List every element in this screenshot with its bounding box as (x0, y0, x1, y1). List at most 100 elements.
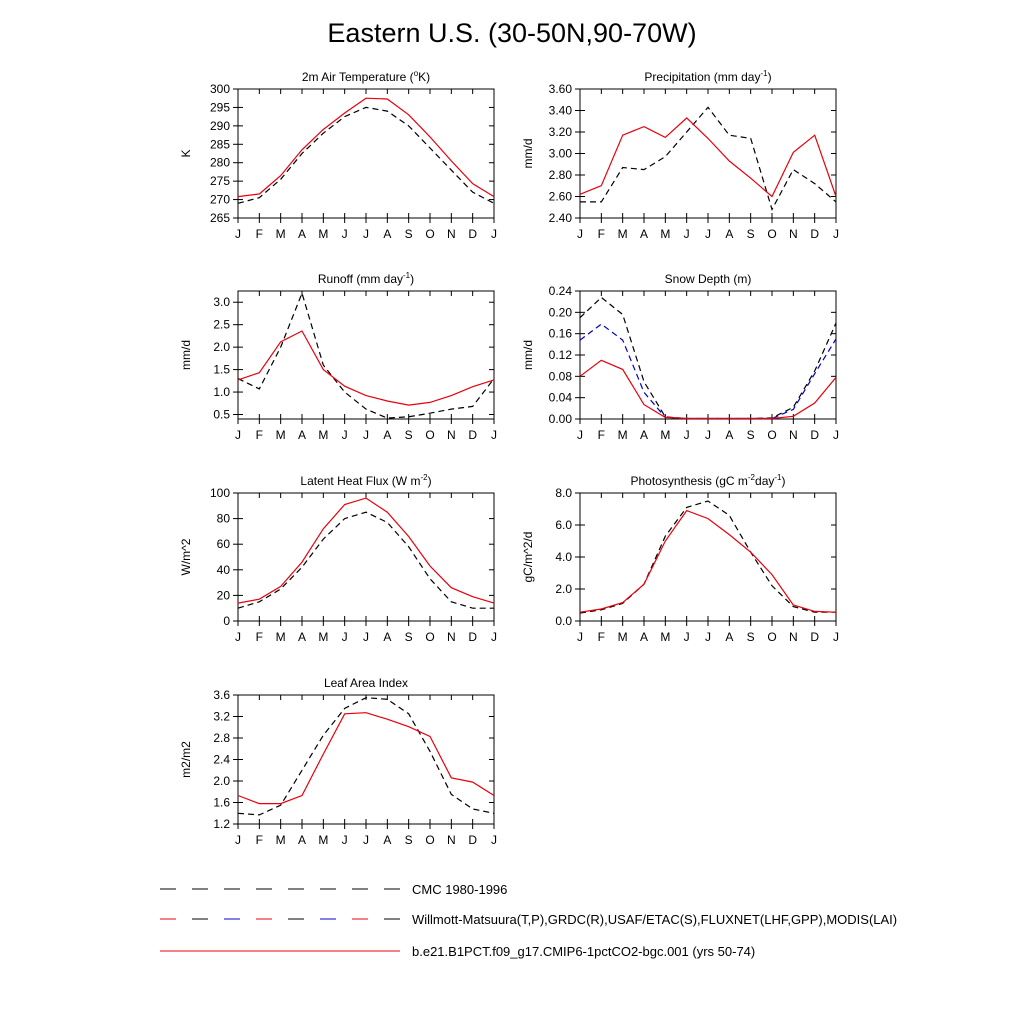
title-part: Precipitation (mm day (644, 70, 760, 84)
title-superscript: o (414, 69, 419, 78)
x-tick-label: S (405, 630, 413, 644)
y-tick-label: 100 (210, 486, 230, 500)
legend-label: Willmott-Matsuura(T,P),GRDC(R),USAF/ETAC… (412, 912, 897, 927)
y-tick-label: 1.5 (213, 363, 230, 377)
x-tick-label: A (298, 428, 306, 442)
title-part: K) (418, 70, 430, 84)
y-tick-label: 300 (210, 82, 230, 96)
y-tick-label: 0.20 (549, 305, 573, 319)
x-tick-label: M (276, 428, 286, 442)
x-tick-label: S (747, 630, 755, 644)
x-tick-label: F (256, 428, 263, 442)
y-tick-label: 1.2 (213, 817, 230, 831)
x-tick-label: J (342, 428, 348, 442)
x-tick-label: J (577, 227, 583, 241)
x-tick-label: J (577, 428, 583, 442)
panel-title: Photosynthesis (gC m-2day-1) (631, 473, 786, 488)
series-line-obs (237, 697, 495, 816)
title-part: ) (428, 474, 432, 488)
panel-title: Runoff (mm day-1) (318, 271, 414, 286)
series-line-model (579, 509, 837, 613)
title-part: Photosynthesis (gC m (631, 474, 748, 488)
y-tick-label: 80 (217, 512, 231, 526)
x-tick-label: S (747, 227, 755, 241)
x-tick-label: N (447, 630, 456, 644)
x-tick-label: A (725, 227, 733, 241)
x-tick-label: A (298, 227, 306, 241)
x-tick-label: J (235, 227, 241, 241)
x-tick-label: D (810, 227, 819, 241)
x-tick-label: O (425, 428, 434, 442)
y-tick-label: 275 (210, 174, 230, 188)
x-tick-label: O (425, 227, 434, 241)
title-part: Leaf Area Index (324, 676, 408, 690)
plot-frame (579, 88, 837, 219)
x-tick-label: A (725, 428, 733, 442)
title-part: day (755, 474, 774, 488)
y-axis-label: W/m^2 (179, 538, 193, 575)
y-tick-label: 270 (210, 193, 230, 207)
y-tick-label: 8.0 (555, 486, 572, 500)
y-tick-label: 2.0 (555, 582, 572, 596)
series-line-model (237, 97, 495, 198)
title-superscript: -2 (420, 473, 428, 482)
x-tick-label: A (640, 227, 648, 241)
x-tick-label: M (318, 227, 328, 241)
y-tick-label: 3.0 (213, 295, 230, 309)
title-part: 2m Air Temperature ( (302, 70, 414, 84)
y-tick-label: 285 (210, 137, 230, 151)
plot-frame (579, 492, 837, 622)
y-tick-label: 3.60 (549, 82, 573, 96)
x-tick-label: J (684, 227, 690, 241)
series-line-model (237, 497, 495, 604)
x-tick-label: J (363, 630, 369, 644)
x-tick-label: J (705, 630, 711, 644)
legend: CMC 1980-1996 Willmott-Matsuura(T,P),GRDC… (160, 882, 897, 959)
panel-3: Runoff (mm day-1)0.51.01.52.02.53.0J F M A M… (179, 271, 497, 442)
x-tick-label: M (660, 630, 670, 644)
series-line-obs (579, 500, 836, 614)
y-tick-label: 0.16 (549, 327, 573, 341)
x-tick-label: J (363, 428, 369, 442)
x-tick-label: M (276, 833, 286, 847)
x-tick-label: J (705, 428, 711, 442)
x-tick-label: D (468, 227, 477, 241)
y-tick-label: 40 (217, 563, 231, 577)
x-tick-label: M (618, 227, 628, 241)
x-tick-label: O (767, 428, 776, 442)
page-title: Eastern U.S. (30-50N,90-70W) (327, 18, 697, 48)
x-tick-label: F (598, 630, 605, 644)
y-tick-label: 1.0 (213, 385, 230, 399)
x-tick-label: M (660, 428, 670, 442)
series-line-model (579, 359, 837, 420)
y-axis-label: mm/d (521, 139, 535, 169)
y-tick-label: 3.6 (213, 688, 230, 702)
y-axis-label: K (179, 149, 193, 157)
x-tick-label: N (789, 630, 798, 644)
x-tick-label: J (342, 630, 348, 644)
x-tick-label: A (640, 630, 648, 644)
title-part: ) (410, 272, 414, 286)
panel-6: Photosynthesis (gC m-2day-1) 0.0 2.0 4.0 6.0… (521, 473, 839, 644)
x-tick-label: N (447, 833, 456, 847)
x-tick-label: M (318, 833, 328, 847)
series-line-obs (237, 291, 495, 419)
x-tick-label: J (684, 630, 690, 644)
y-tick-label: 2.40 (549, 211, 573, 225)
x-tick-label: A (640, 428, 648, 442)
x-tick-label: D (810, 630, 819, 644)
x-tick-label: J (342, 833, 348, 847)
panel-4: Snow Depth (m) 0.00 0.04 0.08 0.12 0.16 0.20 0.… (521, 272, 839, 442)
x-tick-label: M (276, 227, 286, 241)
x-tick-label: S (405, 428, 413, 442)
y-tick-label: 3.00 (549, 147, 573, 161)
y-tick-label: 2.80 (549, 168, 573, 182)
series-line-model (237, 330, 495, 406)
x-tick-label: F (256, 833, 263, 847)
x-tick-label: J (235, 833, 241, 847)
x-tick-label: J (235, 428, 241, 442)
x-tick-label: D (468, 630, 477, 644)
x-tick-label: A (383, 833, 391, 847)
series-line-obs (237, 511, 494, 609)
x-tick-label: A (383, 630, 391, 644)
